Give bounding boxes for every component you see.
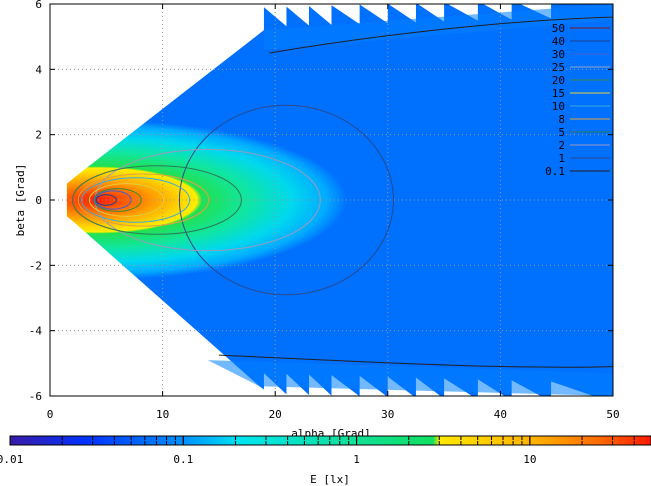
y-tick-label: -2 xyxy=(29,259,42,272)
contour-lines xyxy=(72,16,613,368)
legend-label: 8 xyxy=(558,113,565,126)
legend-label: 10 xyxy=(552,100,565,113)
legend-label: 25 xyxy=(552,61,565,74)
contour-0-1-top xyxy=(218,354,613,368)
x-tick-label: 40 xyxy=(494,408,507,421)
y-tick-label: 4 xyxy=(35,63,42,76)
legend-label: 20 xyxy=(552,74,565,87)
x-axis-ticks: 0 10 20 30 40 50 xyxy=(47,4,620,421)
grid-lines xyxy=(50,4,613,396)
y-axis-label: beta [Grad] xyxy=(14,164,27,237)
legend-label: 30 xyxy=(552,48,565,61)
contour-20 xyxy=(93,188,142,212)
legend-label: 40 xyxy=(552,35,565,48)
x-tick-label: 50 xyxy=(606,408,619,421)
legend-label: 5 xyxy=(558,126,565,139)
legend-label: 1 xyxy=(558,152,565,165)
contour-5 xyxy=(72,165,242,235)
colorbar-tick-label: 0.1 xyxy=(173,453,193,466)
x-tick-label: 30 xyxy=(381,408,394,421)
contour-15 xyxy=(88,183,165,217)
colorbar-label: E [lx] xyxy=(310,473,350,486)
colorbar-tick-label: 1 xyxy=(353,453,360,466)
colorbar-tick-label: 0.01 xyxy=(0,453,23,466)
colorbar-tick-label: 10 xyxy=(523,453,536,466)
colorbar xyxy=(10,436,651,445)
legend-label: 0.1 xyxy=(545,165,565,178)
outer-band-bottom xyxy=(263,4,613,50)
contour-8 xyxy=(77,173,210,227)
x-tick-label: 10 xyxy=(156,408,169,421)
y-tick-label: -4 xyxy=(29,325,43,338)
y-tick-label: 2 xyxy=(35,129,42,142)
y-tick-label: 0 xyxy=(35,194,42,207)
y-tick-label: 6 xyxy=(35,0,42,11)
legend-label: 2 xyxy=(558,139,565,152)
y-axis-ticks: -6 -4 -2 0 2 4 6 xyxy=(29,0,613,403)
heatmap-field xyxy=(66,4,613,396)
contour-10 xyxy=(81,177,191,223)
contour-1 xyxy=(178,104,394,296)
x-tick-label: 0 xyxy=(47,408,54,421)
colorbar-ticks: 0.01 0.1 1 10 xyxy=(0,436,651,466)
outer-band-top xyxy=(207,360,613,396)
x-tick-label: 20 xyxy=(269,408,282,421)
contour-40 xyxy=(95,194,117,206)
legend-label: 15 xyxy=(552,87,565,100)
legend-label: 50 xyxy=(552,22,565,35)
contour-0-1-bottom xyxy=(269,16,613,54)
heat-region xyxy=(66,4,613,396)
contour-30 xyxy=(94,190,132,210)
y-tick-label: -6 xyxy=(29,390,42,403)
